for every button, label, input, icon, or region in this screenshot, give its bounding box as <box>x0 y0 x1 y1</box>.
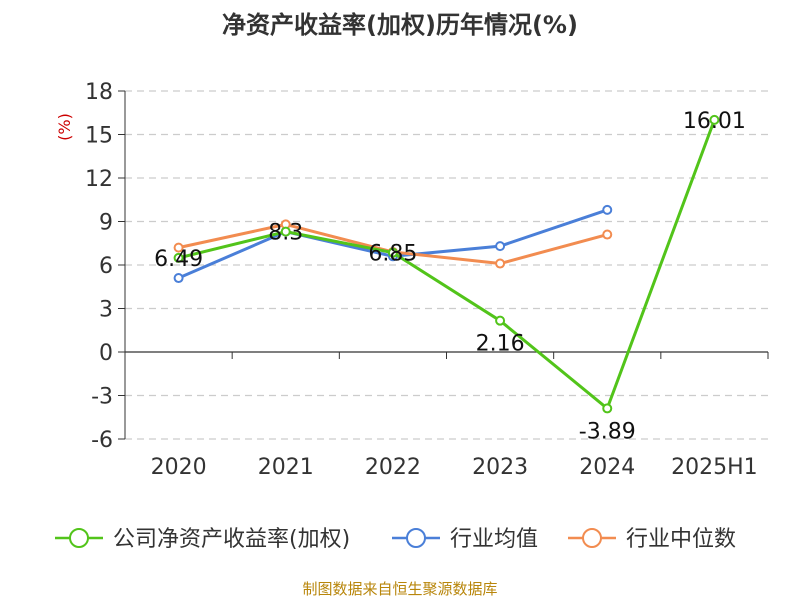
y-tick-label: 0 <box>99 341 113 366</box>
y-tick-label: 9 <box>99 211 113 236</box>
data-point <box>280 226 291 237</box>
data-point <box>173 252 184 263</box>
data-point <box>709 114 720 125</box>
data-label: 2.16 <box>476 332 525 357</box>
legend-swatch-marker <box>406 528 426 548</box>
x-tick-label: 2025H1 <box>671 455 758 480</box>
x-tick-label: 2020 <box>151 455 207 480</box>
data-label: 16.01 <box>683 109 746 134</box>
legend-swatch-marker <box>582 528 602 548</box>
source-note: 制图数据来自恒生聚源数据库 <box>302 580 497 598</box>
data-point <box>387 247 398 258</box>
legend: 公司净资产收益率(加权) 行业均值 行业中位数 <box>55 527 736 552</box>
data-label: -3.89 <box>579 419 636 444</box>
chart-title: 净资产收益率(加权)历年情况(%) <box>222 11 578 39</box>
data-label: 6.49 <box>154 247 203 272</box>
grid-lines <box>125 90 768 440</box>
y-tick-label: -3 <box>91 385 113 410</box>
y-tick-label: 18 <box>85 80 113 105</box>
legend-swatch-marker <box>69 528 89 548</box>
y-tick-label: 6 <box>99 254 113 279</box>
y-tick-label: -6 <box>91 428 113 453</box>
data-labels: 6.49 8.3 6.85 2.16 -3.89 16.01 <box>154 109 746 445</box>
legend-label: 公司净资产收益率(加权) <box>113 527 350 552</box>
x-tick-label: 2022 <box>365 455 421 480</box>
x-tick-label: 2024 <box>579 455 635 480</box>
data-point <box>495 315 506 326</box>
data-point <box>602 229 613 240</box>
legend-label: 行业均值 <box>450 527 538 552</box>
data-point <box>173 273 184 284</box>
x-tick-label: 2021 <box>258 455 314 480</box>
axes: 18 15 12 9 6 3 0 -3 -6 2020 2021 2022 2023 2024 2025H1 <box>85 80 769 480</box>
data-point <box>495 241 506 252</box>
data-point <box>173 242 184 253</box>
legend-label: 行业中位数 <box>626 527 736 552</box>
data-label: 8.3 <box>268 221 303 246</box>
series-line-0 <box>178 119 716 410</box>
y-tick-label: 12 <box>85 167 113 192</box>
x-tick-label: 2023 <box>472 455 528 480</box>
data-point <box>602 403 613 414</box>
data-point <box>602 204 613 215</box>
y-tick-label: 15 <box>85 124 113 149</box>
series-lines <box>173 114 720 414</box>
y-axis-unit-label: (%) <box>55 113 74 141</box>
y-tick-label: 3 <box>99 298 113 323</box>
data-label: 6.85 <box>368 242 417 267</box>
data-point <box>495 258 506 269</box>
